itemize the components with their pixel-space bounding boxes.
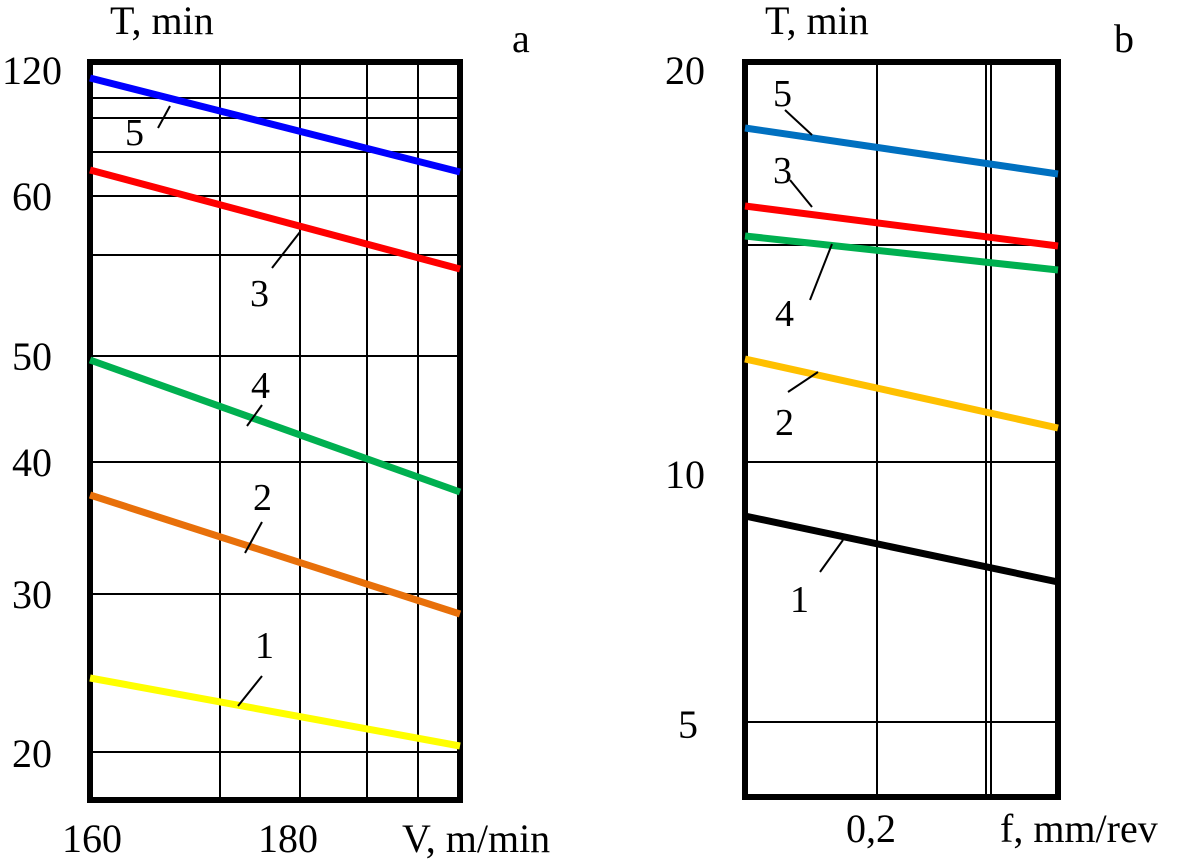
panel-a-curve-label-1: 1 bbox=[255, 625, 274, 667]
panel-a-leader-4 bbox=[246, 404, 263, 427]
panel-a-leader-1 bbox=[237, 675, 263, 707]
panel-b-curve-label-1: 1 bbox=[790, 579, 809, 621]
panel-a-frame bbox=[87, 59, 463, 803]
panel-b-ytick: 20 bbox=[665, 48, 705, 93]
panel-a-curve-label-4: 4 bbox=[251, 365, 270, 407]
panel-a-ylabel: T, min bbox=[110, 0, 214, 43]
panel-a-series-1-line bbox=[89, 674, 461, 750]
panel-b-xtick: 0,2 bbox=[846, 806, 896, 851]
panel-a-leaders bbox=[157, 105, 301, 707]
panel-a-xlabel: V, m/min bbox=[402, 816, 550, 861]
panel-b-series-1-line bbox=[744, 512, 1059, 586]
panel-b-ytick: 5 bbox=[678, 702, 698, 747]
panel-b-leaders bbox=[784, 109, 844, 573]
panel-a-grid bbox=[90, 62, 460, 800]
panel-a-xtick: 160 bbox=[62, 816, 122, 861]
panel-b-xlabel: f, mm/rev bbox=[1000, 806, 1158, 851]
panel-a-series-5-line bbox=[89, 74, 461, 176]
panel-a-series-3-line bbox=[89, 166, 461, 273]
panel-b-curve-label-4: 4 bbox=[775, 293, 794, 335]
panel-a-ytick: 40 bbox=[12, 440, 52, 485]
panel-b-letter: b bbox=[1114, 16, 1134, 61]
panel-a-ytick: 60 bbox=[12, 174, 52, 219]
panel-b-frame bbox=[742, 59, 1061, 800]
panel-a-curve-label-3: 3 bbox=[250, 273, 269, 315]
panel-a-curve-label-2: 2 bbox=[253, 477, 272, 519]
panel-a-leader-3 bbox=[271, 231, 301, 269]
panel-a: 1 2 3 4 5 120 60 50 40 30 20 160 180 T, … bbox=[2, 0, 550, 861]
panel-b-grid bbox=[745, 62, 1058, 797]
panel-b-leader-5 bbox=[784, 109, 813, 136]
panel-a-leader-5 bbox=[157, 105, 171, 129]
panel-a-ytick: 20 bbox=[12, 731, 52, 776]
panel-a-ytick: 50 bbox=[12, 334, 52, 379]
panel-b-series-5-line bbox=[744, 124, 1059, 178]
panel-b-leader-4 bbox=[809, 243, 833, 301]
panel-a-series-2-line bbox=[88, 491, 462, 618]
panel-a-curve-label-5: 5 bbox=[125, 112, 144, 154]
panel-b-leader-3 bbox=[789, 179, 813, 208]
panel-a-leader-2 bbox=[244, 521, 263, 554]
panel-b-series-4-line bbox=[744, 232, 1059, 274]
panel-b-curve-label-5: 5 bbox=[773, 73, 792, 115]
panel-a-ytick: 120 bbox=[2, 48, 62, 93]
panel-b-curve-label-3: 3 bbox=[773, 150, 792, 192]
panel-b-series-2-line bbox=[744, 355, 1059, 432]
panel-a-series-4-line bbox=[88, 356, 462, 496]
panel-a-letter: a bbox=[512, 16, 530, 61]
panel-a-ytick: 30 bbox=[12, 572, 52, 617]
panel-b-series-3-line bbox=[744, 202, 1059, 250]
panel-b-leader-1 bbox=[819, 539, 844, 573]
panel-b-ytick: 10 bbox=[665, 452, 705, 497]
panel-b-ylabel: T, min bbox=[765, 0, 869, 43]
panel-b-curve-label-2: 2 bbox=[775, 402, 794, 444]
panel-b: 1 2 3 4 5 20 10 5 0,2 T, min f, mm/rev b bbox=[665, 0, 1158, 851]
panel-a-xtick: 180 bbox=[258, 816, 318, 861]
panel-b-leader-2 bbox=[787, 371, 819, 393]
